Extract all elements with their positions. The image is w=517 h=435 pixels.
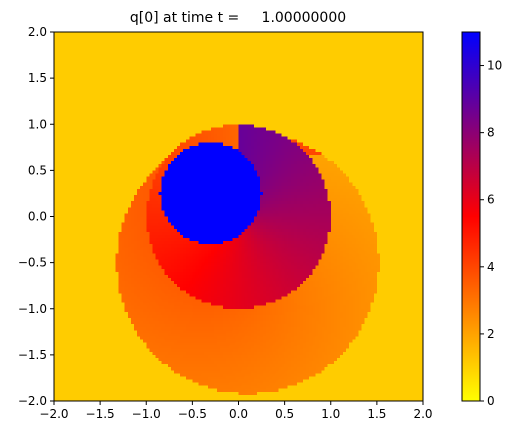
y-tick-label: −1.5: [18, 348, 47, 362]
y-tick-label: 2.0: [28, 25, 47, 39]
x-tick-label: −1.5: [86, 407, 115, 421]
colorbar-tick-label: 8: [487, 126, 495, 140]
x-tick-label: −2.0: [39, 407, 68, 421]
colorbar-tick-label: 4: [487, 260, 495, 274]
x-tick-label: −1.0: [132, 407, 161, 421]
x-tick-label: 1.0: [321, 407, 340, 421]
x-tick-label: 0.5: [275, 407, 294, 421]
x-tick-label: 0.0: [229, 407, 248, 421]
y-tick-label: 0.5: [28, 163, 47, 177]
x-axis: −2.0 −1.5 −1.0 −0.5 0.0 0.5 1.0 1.5 2.0: [39, 401, 433, 421]
x-tick-label: 2.0: [413, 407, 432, 421]
y-tick-label: −0.5: [18, 256, 47, 270]
colorbar-gradient: [462, 32, 480, 401]
colorbar-frame: [461, 31, 481, 402]
colorbar-tick-label: 6: [487, 193, 495, 207]
y-tick-label: 0.0: [28, 210, 47, 224]
y-tick-label: −1.0: [18, 302, 47, 316]
heatmap-field: [54, 32, 423, 401]
y-tick-label: 1.5: [28, 71, 47, 85]
x-tick-label: −0.5: [178, 407, 207, 421]
colorbar-tick-label: 2: [487, 327, 495, 341]
chart-title: q[0] at time t = 1.00000000: [130, 10, 346, 26]
y-axis: −2.0 −1.5 −1.0 −0.5 0.0 0.5 1.0 1.5 2.0: [18, 25, 54, 408]
colorbar-tick-label: 0: [487, 394, 495, 408]
plot-area: [53, 31, 424, 402]
x-tick-label: 1.5: [367, 407, 386, 421]
colorbar-tick-label: 10: [487, 59, 502, 73]
colorbar: 0 2 4 6 8 10: [461, 31, 502, 408]
y-tick-label: 1.0: [28, 117, 47, 131]
y-tick-label: −2.0: [18, 394, 47, 408]
